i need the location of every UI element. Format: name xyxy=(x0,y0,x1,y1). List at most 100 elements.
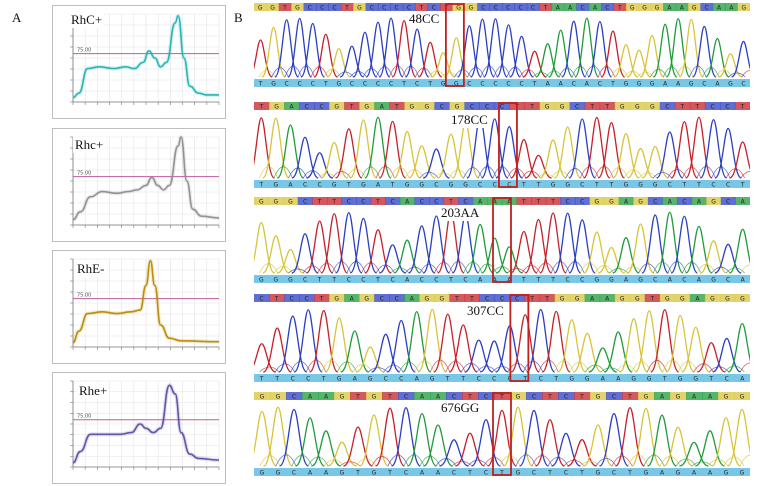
base-letter-bottom: A xyxy=(692,470,697,477)
base-letter-bottom: G xyxy=(430,376,435,383)
trace-peak xyxy=(262,327,292,373)
base-letter-top: G xyxy=(364,104,369,111)
base-bar-top xyxy=(569,102,586,110)
base-letter-top: G xyxy=(741,5,746,12)
trace-minor xyxy=(290,361,311,373)
base-letter-top: G xyxy=(711,199,716,206)
snp-highlight-box xyxy=(492,197,512,283)
trace-peak xyxy=(731,40,750,78)
trace-peak xyxy=(278,408,310,467)
melt-curve-halo xyxy=(72,134,220,222)
base-letter-bottom: C xyxy=(612,470,616,477)
base-letter-top: G xyxy=(258,5,263,12)
trace-minor xyxy=(723,456,745,467)
base-bar-top xyxy=(688,3,701,11)
melt-curve xyxy=(72,14,219,99)
trace-peak xyxy=(343,426,373,467)
base-letter-bottom: G xyxy=(650,81,655,88)
base-letter-top: A xyxy=(436,394,441,401)
base-letter-top: C xyxy=(382,5,386,12)
base-letter-top: C xyxy=(575,104,579,111)
trace-minor xyxy=(662,359,683,373)
trace-minor xyxy=(611,455,633,467)
base-bar-top xyxy=(314,102,330,110)
base-letter-top: A xyxy=(660,394,665,401)
trace-minor xyxy=(388,65,407,78)
base-letter-bottom: C xyxy=(452,470,456,477)
base-bar-top xyxy=(419,294,435,302)
melt-curve-label-4: Rhe+ xyxy=(77,383,110,399)
base-letter-top: T xyxy=(536,199,541,206)
trace-peak xyxy=(391,19,417,78)
base-bar-top xyxy=(516,197,532,205)
base-bar-top xyxy=(510,392,527,400)
base-bar-top xyxy=(462,392,479,400)
trace-peak xyxy=(254,410,278,467)
trace-minor xyxy=(682,166,702,179)
trace-minor xyxy=(615,364,637,373)
base-bar-top xyxy=(524,102,541,110)
base-bar-top xyxy=(472,197,488,205)
trace-minor xyxy=(414,360,435,373)
snp-highlight-box xyxy=(492,392,512,476)
base-letter-top: C xyxy=(515,296,519,303)
base-letter-bottom: C xyxy=(725,376,729,383)
base-bar-top xyxy=(365,3,379,11)
melt-curve-halo xyxy=(72,13,219,100)
chromatogram-plot-4: C T C C T G A G C C A G G T T C C C T T G G A A G G T G G A G G G T T C C T G A… xyxy=(254,294,750,382)
trace-peak xyxy=(277,248,304,274)
base-letter-top: G xyxy=(692,5,697,12)
base-bar-top xyxy=(689,102,706,110)
trace-minor xyxy=(740,171,750,179)
trace-peak xyxy=(678,18,704,78)
base-letter-bottom: T xyxy=(355,470,360,477)
base-bar-top xyxy=(494,102,511,110)
base-letter-top: G xyxy=(638,199,643,206)
base-letter-bottom: C xyxy=(572,81,576,88)
trace-peak xyxy=(695,430,725,467)
trace-minor xyxy=(476,365,497,373)
trace-peak xyxy=(697,342,726,373)
trace-peak xyxy=(525,154,552,179)
base-letter-top: C xyxy=(580,5,584,12)
trace-minor xyxy=(361,166,381,179)
trace-minor xyxy=(646,360,668,373)
chromatogram-plot-5: G G C A A G T G T C A A C T C T G C T C T G C T G A G A A G G G G C A A G T G T… xyxy=(254,392,750,476)
base-letter-top: C xyxy=(432,5,436,12)
base-bar-top xyxy=(297,197,313,205)
base-bar-top xyxy=(464,294,480,302)
base-letter-bottom: T xyxy=(521,182,526,189)
base-letter-bottom: T xyxy=(609,182,614,189)
trace-peak xyxy=(365,21,391,78)
base-bar-top xyxy=(449,294,465,302)
trace-peak xyxy=(364,116,392,179)
base-letter-bottom: G xyxy=(638,277,643,284)
base-letter-bottom: A xyxy=(436,470,441,477)
trace-peak xyxy=(627,147,654,179)
base-letter-top: C xyxy=(710,104,714,111)
trace-minor xyxy=(336,71,354,78)
base-letter-top: T xyxy=(375,199,380,206)
base-bar-top xyxy=(487,197,503,205)
base-letter-bottom: T xyxy=(696,182,701,189)
base-letter-top: G xyxy=(364,296,369,303)
base-letter-bottom: G xyxy=(724,470,729,477)
trace-minor xyxy=(631,361,652,373)
trace-peak xyxy=(646,414,678,467)
base-letter-top: G xyxy=(630,5,635,12)
base-letter-bottom: G xyxy=(274,182,279,189)
trace-peak xyxy=(502,406,534,467)
base-bar-top xyxy=(374,294,390,302)
base-letter-bottom: C xyxy=(285,81,289,88)
base-bar-top xyxy=(509,294,526,302)
base-letter-top: A xyxy=(680,5,685,12)
base-bar-top xyxy=(494,294,511,302)
base-letter-top: G xyxy=(644,394,649,401)
base-letter-bottom: C xyxy=(519,81,523,88)
trace-minor xyxy=(627,454,649,467)
trace-minor xyxy=(650,68,668,78)
trace-minor xyxy=(403,454,425,467)
base-letter-top: C xyxy=(665,104,669,111)
base-bar-top xyxy=(326,197,343,205)
trace-peak xyxy=(650,309,680,373)
